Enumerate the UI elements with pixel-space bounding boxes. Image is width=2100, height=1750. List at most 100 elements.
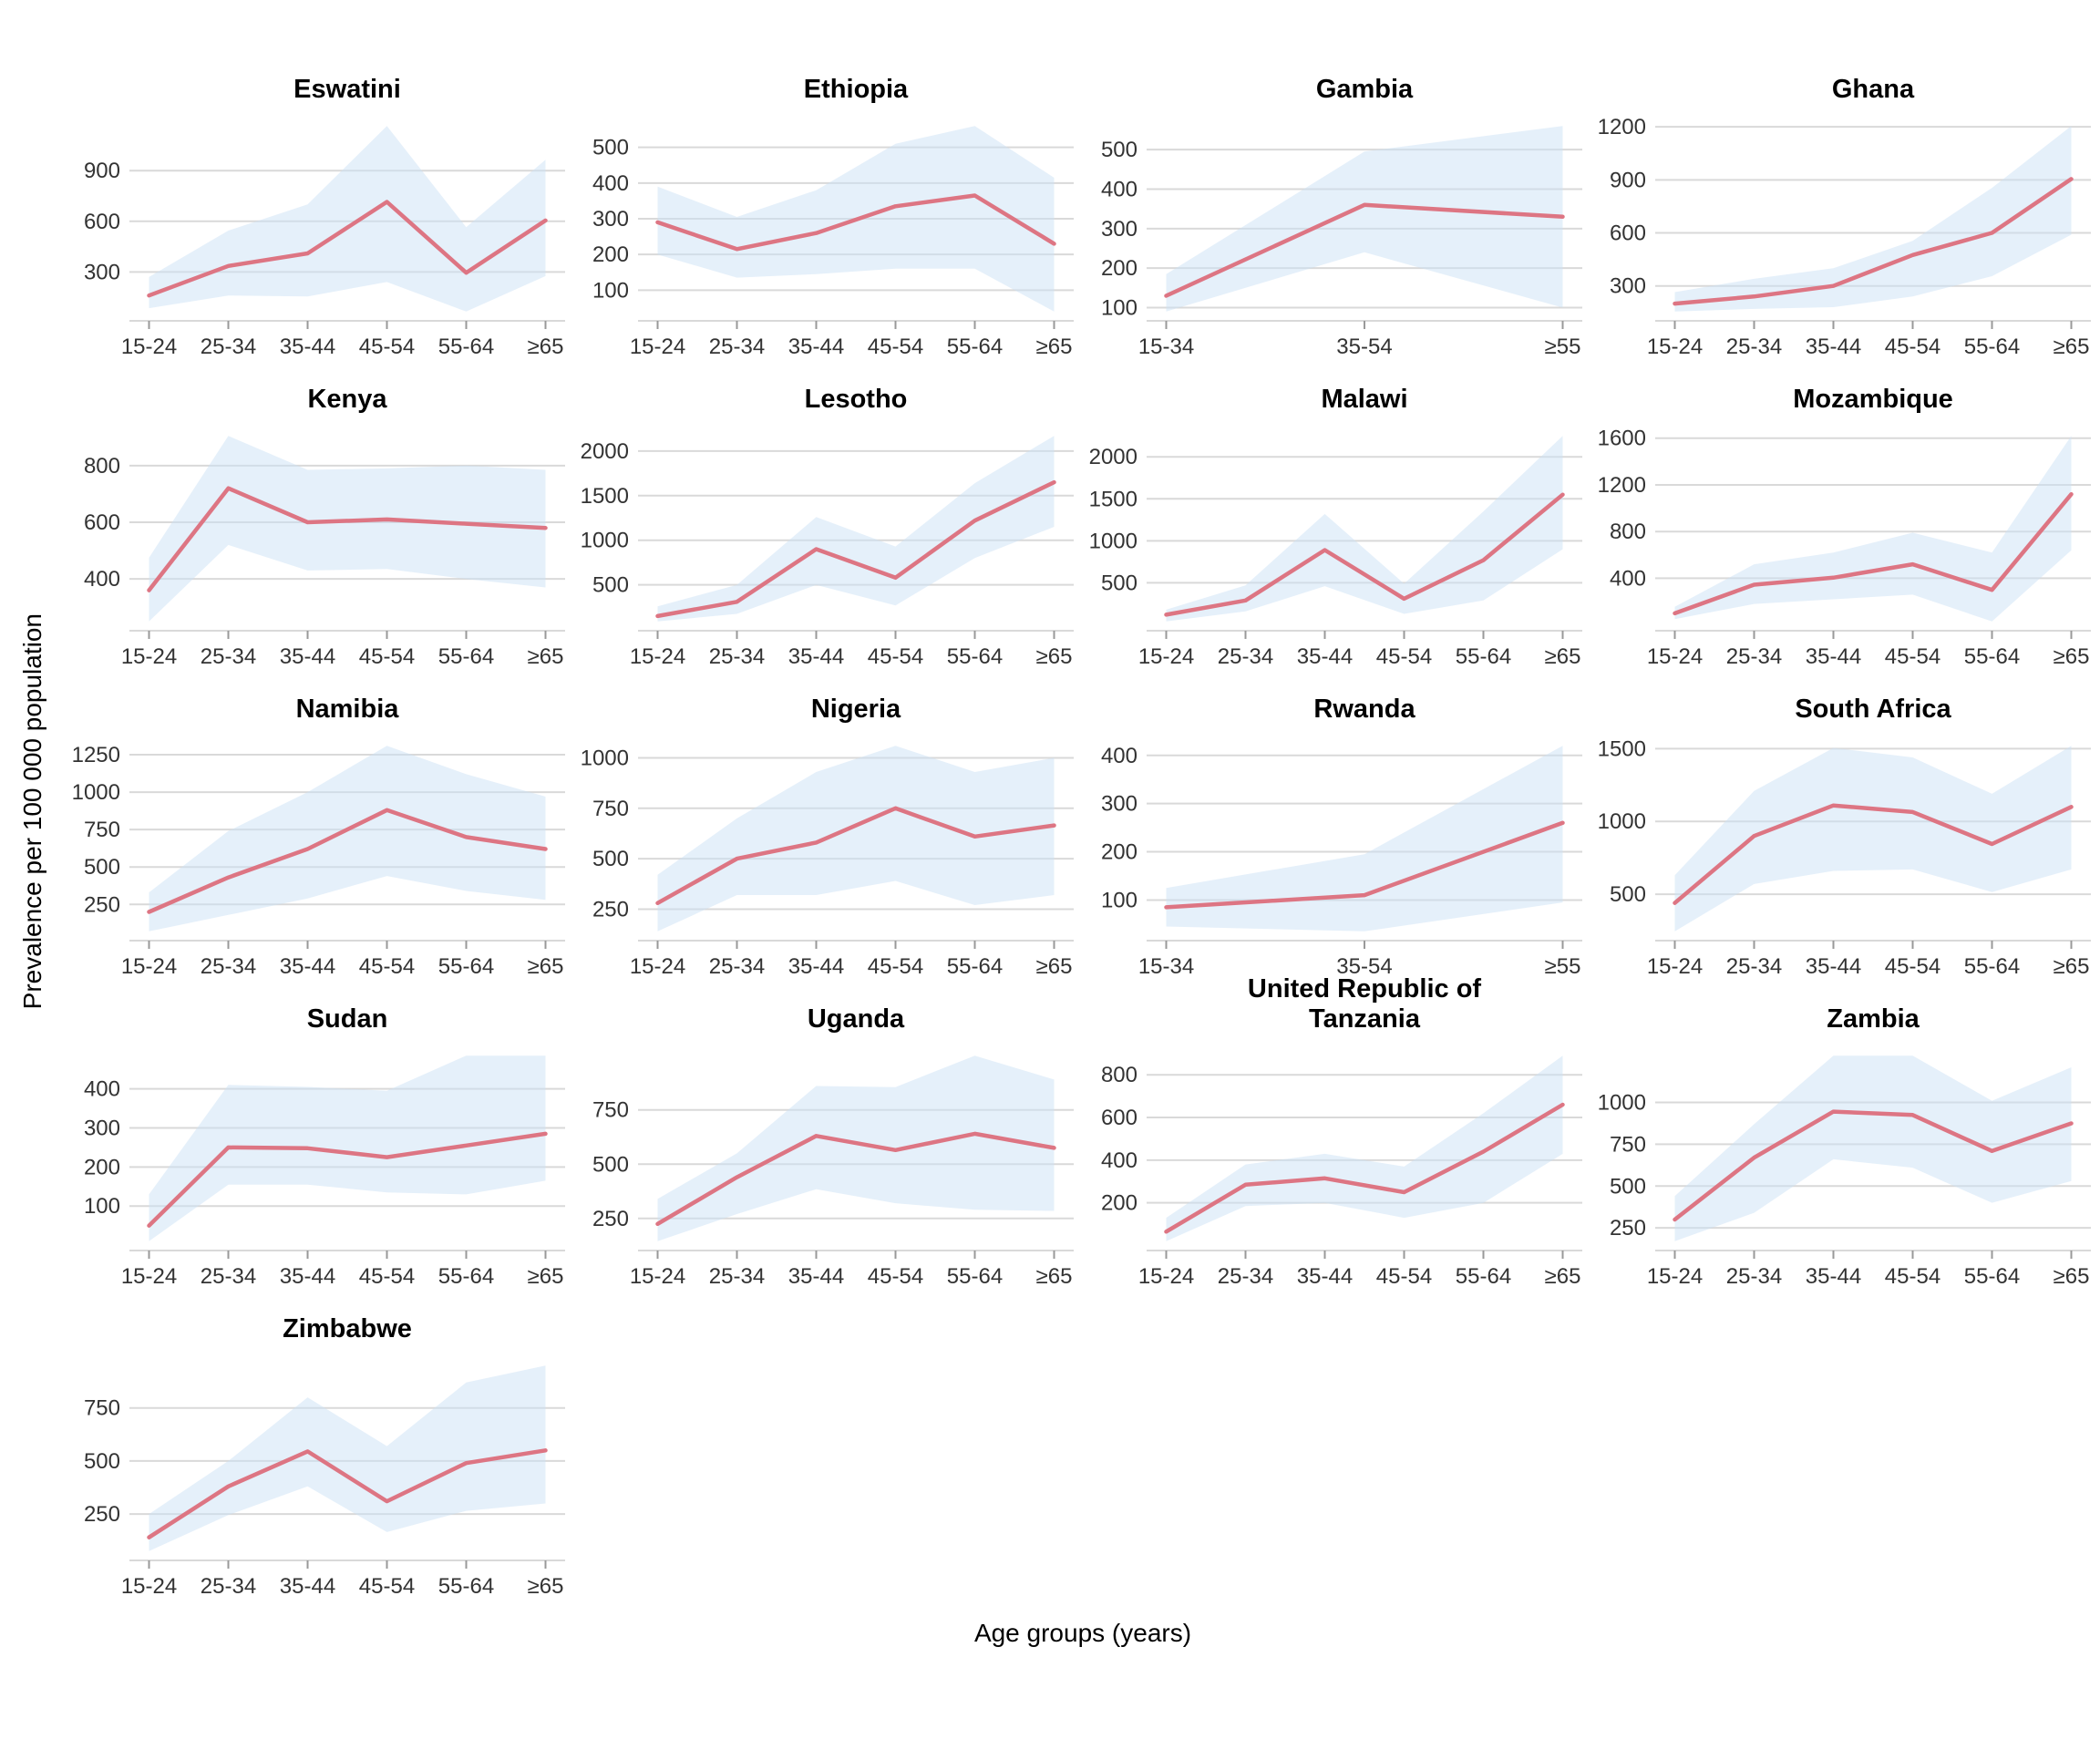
x-tick-label: 35-44 bbox=[788, 954, 844, 979]
prevalence-line bbox=[1164, 492, 1565, 617]
x-tick-label: ≥65 bbox=[1545, 644, 1581, 669]
x-tick-label: 15-24 bbox=[630, 335, 685, 359]
y-tick-label: 2000 bbox=[581, 439, 629, 464]
chart-gambia: 100 200 300 400 500 15-34 35-54 ≥55 bbox=[1101, 126, 1582, 359]
y-tick-label: 100 bbox=[592, 278, 629, 303]
prevalence-line bbox=[147, 1448, 548, 1539]
x-tick-label: 25-34 bbox=[1726, 644, 1782, 669]
x-tick-label: 35-44 bbox=[788, 335, 844, 359]
y-tick-label: 1000 bbox=[1598, 1091, 1646, 1116]
y-tick-label: 800 bbox=[84, 454, 120, 479]
panel-title-lesotho: Lesotho bbox=[804, 384, 908, 414]
y-tick-label: 500 bbox=[1610, 882, 1646, 907]
y-tick-label: 400 bbox=[1101, 744, 1138, 768]
chart-south-africa: 500 1000 1500 15-24 25-34 35-44 45-54 55-64 ≥65 bbox=[1598, 736, 2091, 979]
panel-ethiopia: Ethiopia 100 200 300 400 500 15-24 25-34 35-44 45… bbox=[574, 49, 1083, 359]
facet-grid: Eswatini 300 600 900 15-24 25-34 35-44 45-54 55-… bbox=[66, 0, 2100, 1599]
chart-kenya: 400 600 800 15-24 25-34 35-44 45-54 55-64 ≥65 bbox=[84, 436, 565, 669]
y-tick-label: 200 bbox=[84, 1155, 120, 1179]
y-tick-label: 300 bbox=[1610, 274, 1646, 299]
y-tick-label: 1500 bbox=[581, 484, 629, 509]
panel-title-united-republic-of-tanzania: United Republic of Tanzania bbox=[1247, 974, 1482, 1034]
x-tick-label: 35-44 bbox=[280, 1264, 335, 1289]
x-tick-label: ≥65 bbox=[2054, 644, 2090, 669]
confidence-band bbox=[1674, 126, 2072, 312]
x-tick-label: 35-54 bbox=[1336, 954, 1392, 979]
y-tick-label: 500 bbox=[592, 1152, 629, 1177]
x-tick-label: 25-34 bbox=[709, 954, 765, 979]
y-tick-label: 1000 bbox=[581, 529, 629, 553]
x-tick-label: 15-34 bbox=[1138, 954, 1194, 979]
x-tick-label: 35-54 bbox=[1336, 335, 1392, 359]
prevalence-line bbox=[1673, 177, 2074, 306]
x-tick-label: 45-54 bbox=[1885, 335, 1940, 359]
prevalence-line bbox=[147, 200, 548, 298]
panel-title-zambia: Zambia bbox=[1827, 1004, 1920, 1034]
y-tick-label: 600 bbox=[1101, 1106, 1138, 1130]
x-tick-label: 15-24 bbox=[121, 1574, 177, 1599]
x-tick-label: ≥65 bbox=[2054, 335, 2090, 359]
x-tick-label: 25-34 bbox=[709, 1264, 765, 1289]
chart-united-republic-of-tanzania: 200 400 600 800 15-24 25-34 35-44 45-54 55-64 ≥65 bbox=[1101, 1055, 1582, 1289]
panel-title-namibia: Namibia bbox=[295, 694, 399, 724]
y-tick-label: 200 bbox=[1101, 840, 1138, 865]
y-tick-label: 250 bbox=[592, 1207, 629, 1231]
x-tick-label: 15-24 bbox=[630, 954, 685, 979]
x-tick-label: 25-34 bbox=[1726, 1264, 1782, 1289]
panel-title-uganda: Uganda bbox=[807, 1004, 905, 1034]
chart-uganda: 250 500 750 15-24 25-34 35-44 45-54 55-64 ≥65 bbox=[592, 1055, 1074, 1289]
x-tick-label: 55-64 bbox=[947, 644, 1003, 669]
y-tick-label: 500 bbox=[84, 855, 120, 880]
y-tick-label: 500 bbox=[592, 847, 629, 871]
chart-ghana: 300 600 900 1200 15-24 25-34 35-44 45-54 55-64 ≥6… bbox=[1598, 115, 2091, 359]
y-tick-label: 800 bbox=[1101, 1063, 1138, 1087]
chart-lesotho: 500 1000 1500 2000 15-24 25-34 35-44 45-54 55-64… bbox=[581, 436, 1074, 669]
x-tick-label: 15-24 bbox=[121, 1264, 177, 1289]
x-tick-label: 25-34 bbox=[1726, 335, 1782, 359]
panel-title-south-africa: South Africa bbox=[1795, 694, 1951, 724]
x-tick-label: 35-44 bbox=[788, 1264, 844, 1289]
x-tick-label: 45-54 bbox=[359, 1264, 415, 1289]
panel-ghana: Ghana 300 600 900 1200 15-24 25-34 35-44 45-54 55… bbox=[1591, 49, 2100, 359]
x-tick-label: 15-24 bbox=[1138, 1264, 1194, 1289]
y-tick-label: 500 bbox=[84, 1449, 120, 1474]
chart-malawi: 500 1000 1500 2000 15-24 25-34 35-44 45-54 55-64… bbox=[1089, 436, 1582, 669]
confidence-band bbox=[1166, 1055, 1563, 1241]
confidence-band bbox=[1166, 126, 1563, 312]
y-tick-label: 750 bbox=[592, 1098, 629, 1123]
y-tick-label: 200 bbox=[1101, 1191, 1138, 1216]
panel-title-gambia: Gambia bbox=[1315, 74, 1414, 104]
x-tick-label: ≥65 bbox=[528, 1574, 564, 1599]
y-tick-label: 600 bbox=[1610, 221, 1646, 246]
confidence-band bbox=[1674, 436, 2072, 622]
x-tick-label: ≥65 bbox=[528, 644, 564, 669]
panel-title-eswatini: Eswatini bbox=[293, 74, 401, 104]
y-tick-label: 100 bbox=[1101, 888, 1138, 912]
x-tick-label: ≥65 bbox=[2054, 954, 2090, 979]
y-tick-label: 2000 bbox=[1089, 445, 1138, 469]
y-tick-label: 900 bbox=[1610, 168, 1646, 192]
y-tick-label: 750 bbox=[84, 818, 120, 842]
x-tick-label: 15-24 bbox=[1647, 335, 1703, 359]
panel-united-republic-of-tanzania: United Republic of Tanzania 200 400 600 800 1… bbox=[1083, 974, 1591, 1289]
panel-south-africa: South Africa 500 1000 1500 15-24 25-34 35-44 45… bbox=[1591, 669, 2100, 979]
y-tick-label: 200 bbox=[592, 242, 629, 267]
x-tick-label: 35-44 bbox=[280, 335, 335, 359]
x-tick-label: 45-54 bbox=[868, 335, 923, 359]
y-tick-label: 1600 bbox=[1598, 427, 1646, 451]
x-tick-label: 55-64 bbox=[1964, 954, 2020, 979]
panel-eswatini: Eswatini 300 600 900 15-24 25-34 35-44 45-54 55-… bbox=[66, 49, 574, 359]
x-tick-label: 35-44 bbox=[1806, 954, 1861, 979]
y-tick-label: 500 bbox=[1101, 571, 1138, 595]
chart-namibia: 250 500 750 1000 1250 15-24 25-34 35-44 45-54 55-… bbox=[72, 743, 565, 979]
x-tick-label: 55-64 bbox=[1964, 335, 2020, 359]
panel-sudan: Sudan 100 200 300 400 15-24 25-34 35-44 45-54 55-… bbox=[66, 979, 574, 1289]
x-tick-label: 55-64 bbox=[438, 644, 494, 669]
panel-lesotho: Lesotho 500 1000 1500 2000 15-24 25-34 35-44 45-… bbox=[574, 359, 1083, 669]
y-tick-label: 800 bbox=[1610, 520, 1646, 544]
x-tick-label: 45-54 bbox=[1376, 644, 1432, 669]
y-tick-label: 250 bbox=[1610, 1216, 1646, 1240]
y-tick-label: 250 bbox=[84, 892, 120, 917]
y-tick-label: 300 bbox=[1101, 792, 1138, 817]
x-tick-label: 15-24 bbox=[1647, 1264, 1703, 1289]
